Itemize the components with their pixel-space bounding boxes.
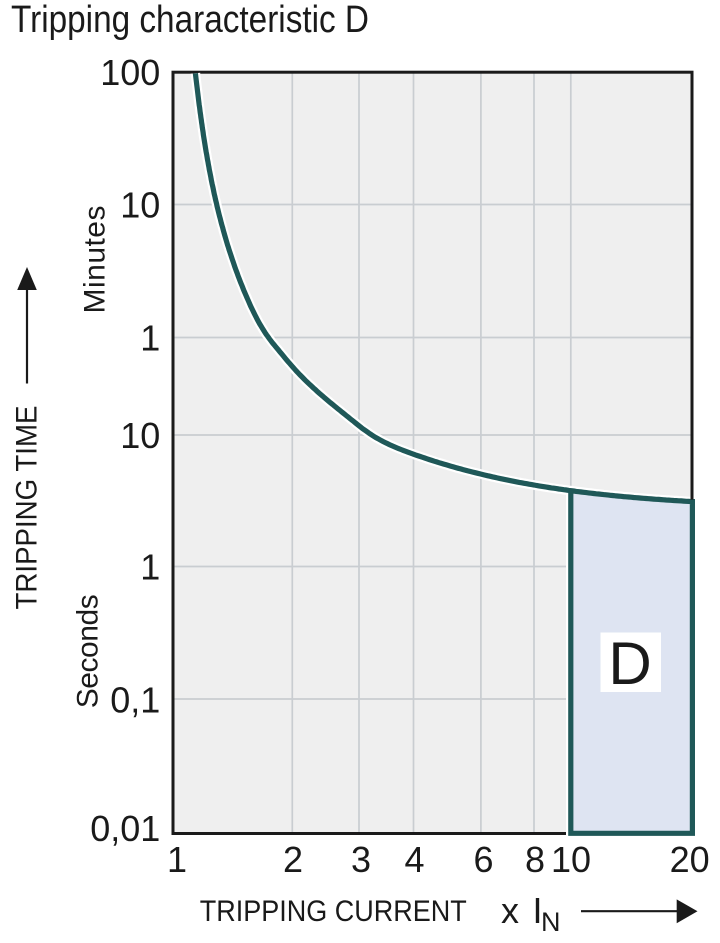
svg-text:10: 10 — [120, 185, 160, 226]
svg-text:3: 3 — [351, 839, 371, 880]
svg-text:8: 8 — [525, 839, 545, 880]
svg-text:1: 1 — [167, 839, 187, 880]
svg-text:N: N — [541, 907, 561, 937]
svg-text:Minutes: Minutes — [79, 206, 112, 314]
svg-text:10: 10 — [120, 415, 160, 456]
svg-text:4: 4 — [404, 839, 424, 880]
svg-text:TRIPPING TIME: TRIPPING TIME — [11, 406, 44, 610]
svg-text:Seconds: Seconds — [71, 594, 104, 708]
svg-text:2: 2 — [283, 839, 303, 880]
svg-text:0,1: 0,1 — [110, 680, 160, 721]
svg-text:I: I — [533, 890, 543, 931]
svg-text:x: x — [501, 890, 519, 931]
svg-text:TRIPPING CURRENT: TRIPPING CURRENT — [200, 895, 467, 928]
svg-text:6: 6 — [473, 839, 493, 880]
svg-text:100: 100 — [100, 52, 160, 93]
svg-text:D: D — [608, 630, 651, 697]
svg-text:10: 10 — [551, 839, 591, 880]
svg-text:1: 1 — [140, 318, 160, 359]
svg-text:1: 1 — [140, 547, 160, 588]
svg-text:20: 20 — [670, 839, 710, 880]
svg-text:0,01: 0,01 — [90, 808, 160, 849]
svg-text:Tripping characteristic D: Tripping characteristic D — [11, 0, 369, 41]
